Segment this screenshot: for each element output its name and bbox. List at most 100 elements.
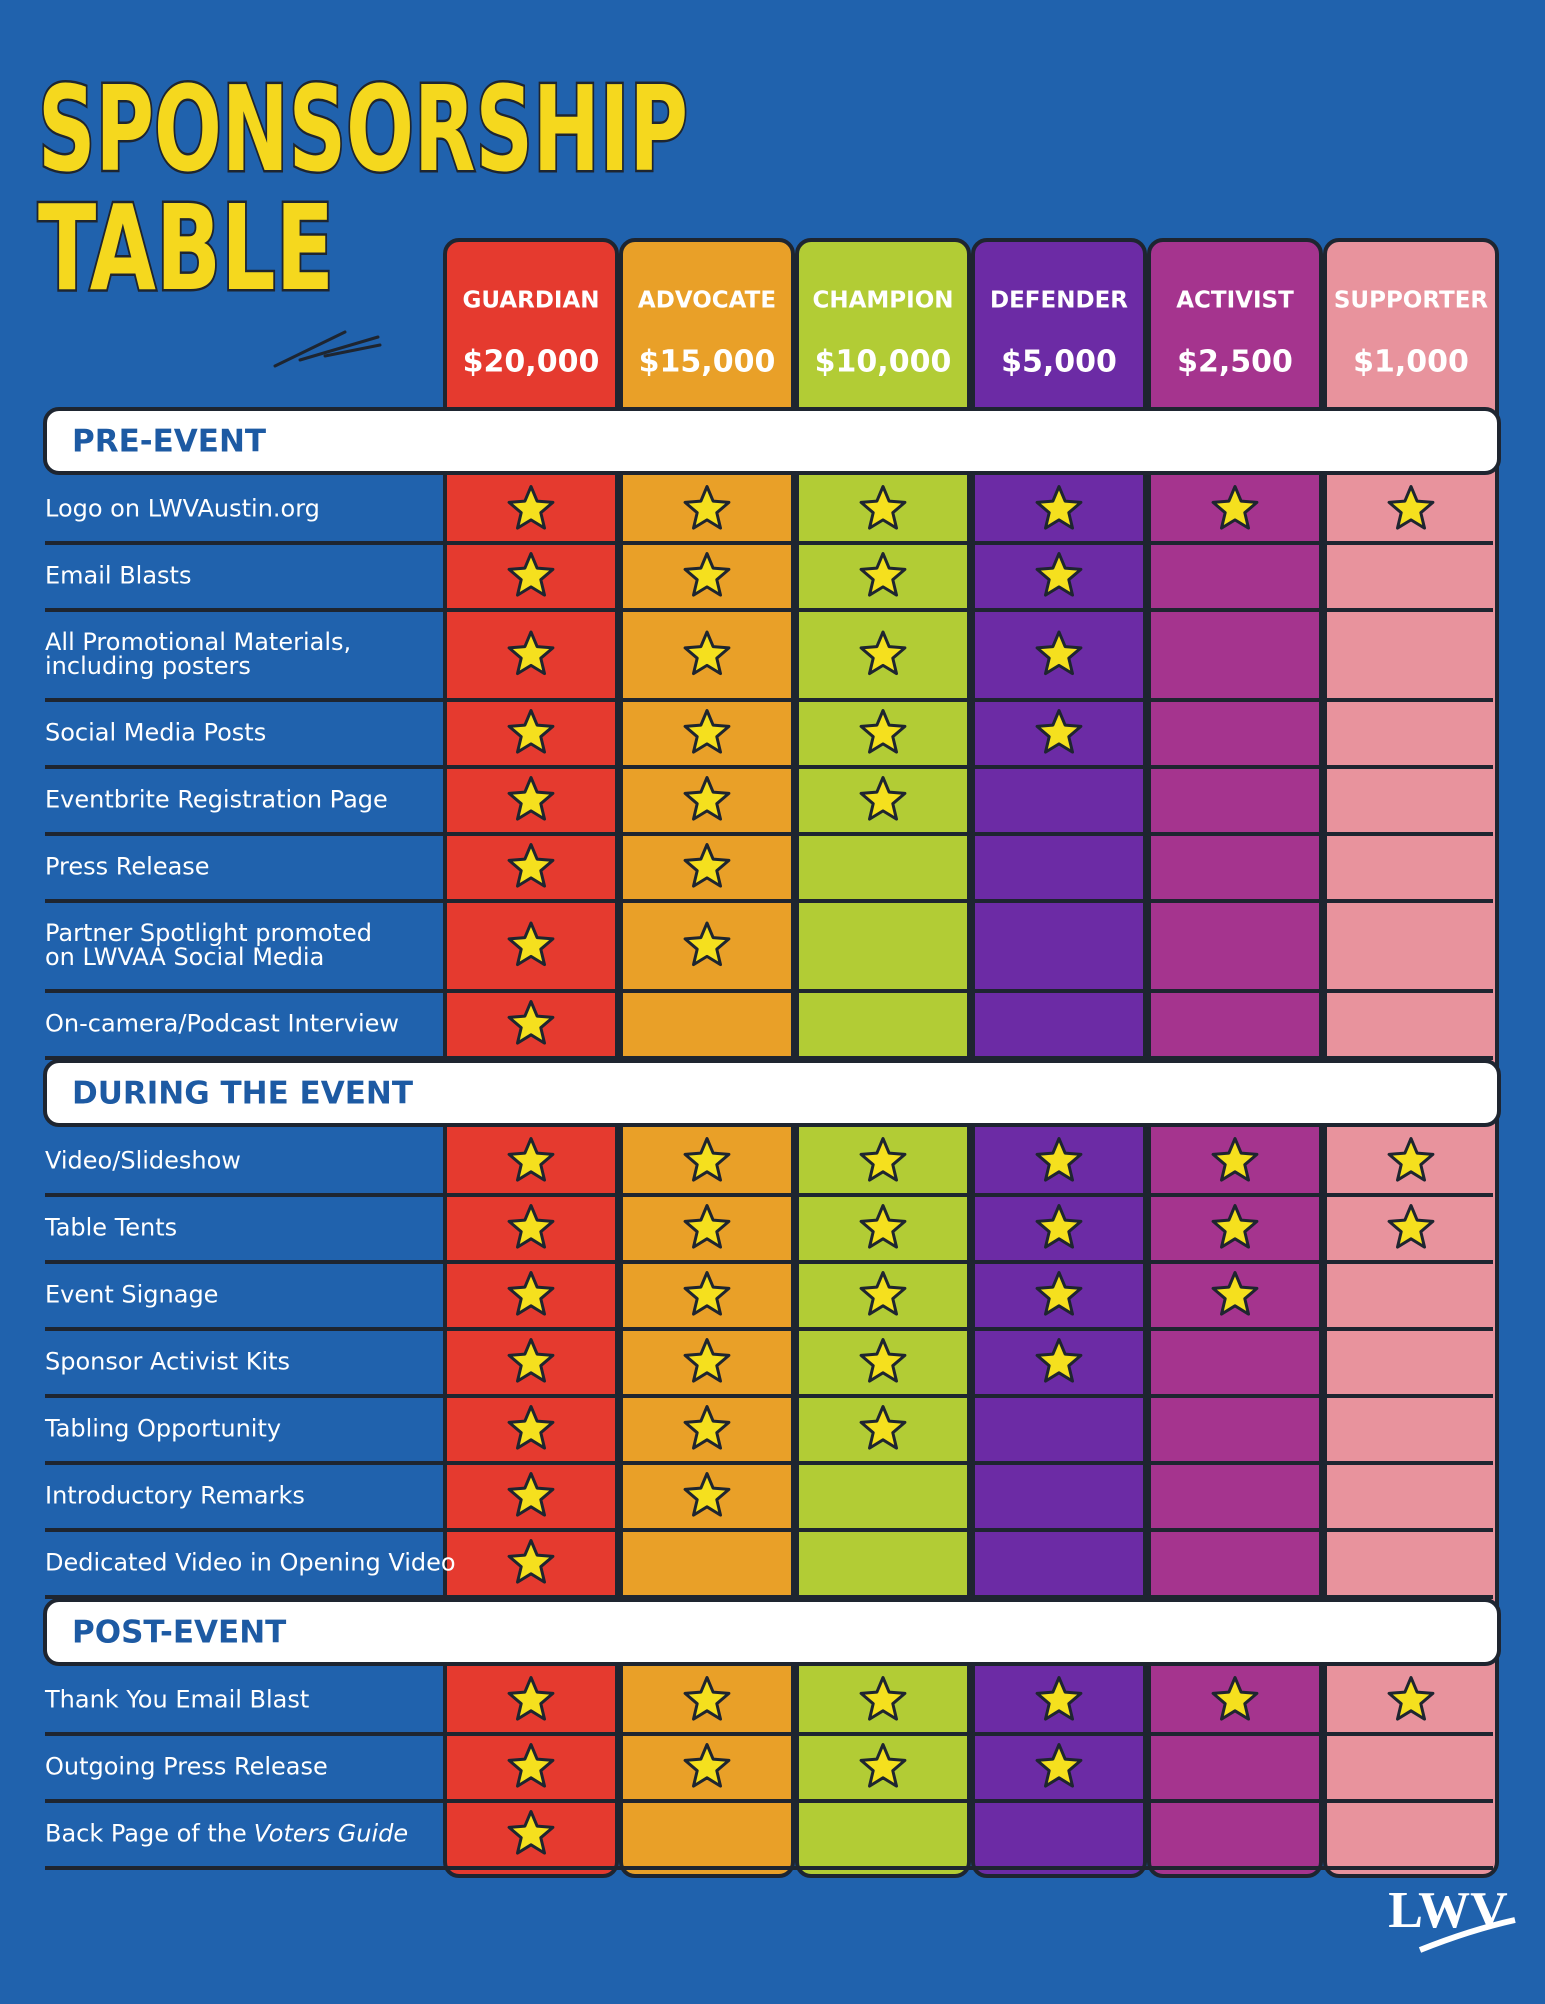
decoration xyxy=(273,330,382,368)
star xyxy=(1035,1271,1083,1316)
star xyxy=(1035,630,1083,676)
row-label: Sponsor Activist Kits xyxy=(45,1348,290,1376)
star xyxy=(683,921,731,967)
section-title: POST-EVENT xyxy=(72,1615,286,1651)
cells: Logo on LWVAustin.org Email Blasts All Pro… xyxy=(44,485,1435,1855)
star xyxy=(1035,709,1083,754)
row-label: Social Media Posts xyxy=(45,719,266,747)
star xyxy=(683,552,731,597)
star xyxy=(1211,1271,1259,1316)
row-label-line: Social Media Posts xyxy=(45,719,266,747)
row-label: Thank You Email Blast xyxy=(44,1686,309,1714)
star xyxy=(859,630,907,676)
tier-name: ACTIVIST xyxy=(1176,288,1294,314)
star xyxy=(507,552,555,597)
star xyxy=(683,1271,731,1316)
star xyxy=(859,1338,907,1383)
star xyxy=(1035,1743,1083,1788)
row-label: Outgoing Press Release xyxy=(45,1753,328,1781)
tier-name: CHAMPION xyxy=(812,288,953,314)
row-label: Tabling Opportunity xyxy=(44,1415,281,1443)
star xyxy=(859,776,907,821)
row-label-line: Back Page of the xyxy=(45,1820,247,1848)
row-label: Dedicated Video in Opening Video xyxy=(45,1549,456,1577)
tier-name: SUPPORTER xyxy=(1334,288,1489,314)
tier-price: $15,000 xyxy=(639,345,776,380)
star xyxy=(507,921,555,967)
star xyxy=(507,1000,555,1045)
row-label: Press Release xyxy=(45,853,210,881)
star xyxy=(507,485,555,530)
star xyxy=(859,1405,907,1450)
star xyxy=(507,709,555,754)
row-label: Video/Slideshow xyxy=(45,1147,241,1175)
tier-name: GUARDIAN xyxy=(462,288,599,314)
row-label-italic: Voters Guide xyxy=(254,1820,408,1848)
star xyxy=(859,1271,907,1316)
title-line: TABLE xyxy=(38,179,334,317)
star xyxy=(683,1676,731,1721)
star xyxy=(1035,1137,1083,1182)
star xyxy=(507,1810,555,1855)
star xyxy=(859,1743,907,1788)
star xyxy=(1387,1676,1435,1721)
row-label: All Promotional Materials, including post… xyxy=(45,628,351,680)
row-label-line: Eventbrite Registration Page xyxy=(45,786,388,814)
star xyxy=(683,1204,731,1249)
logo-swoosh xyxy=(1418,1917,1516,1953)
star xyxy=(1211,485,1259,530)
star xyxy=(507,1676,555,1721)
section-title: PRE-EVENT xyxy=(72,424,266,460)
row-label: Back Page of the Voters Guide xyxy=(45,1820,408,1848)
star xyxy=(859,1137,907,1182)
star xyxy=(683,776,731,821)
row-label-line: Introductory Remarks xyxy=(45,1482,305,1510)
row-label-line: Event Signage xyxy=(45,1281,218,1309)
row-label-line: Tabling Opportunity xyxy=(44,1415,281,1443)
star xyxy=(683,709,731,754)
row-label: On-camera/Podcast Interview xyxy=(45,1010,399,1038)
star xyxy=(1035,552,1083,597)
row-label-line: Dedicated Video in Opening Video xyxy=(45,1549,456,1577)
section-title: DURING THE EVENT xyxy=(72,1076,413,1112)
tier-price: $10,000 xyxy=(815,345,952,380)
star xyxy=(1211,1676,1259,1721)
star xyxy=(683,1137,731,1182)
star xyxy=(1035,485,1083,530)
star xyxy=(507,1137,555,1182)
tier-price: $2,500 xyxy=(1177,345,1293,380)
star xyxy=(507,630,555,676)
star xyxy=(859,1676,907,1721)
title-line: SPONSORSHIP xyxy=(38,60,688,198)
row-separators xyxy=(45,541,1493,1870)
star xyxy=(1387,485,1435,530)
tier-name: DEFENDER xyxy=(990,288,1128,314)
star xyxy=(683,1338,731,1383)
section-bars: PRE-EVENT DURING THE EVENT POST-EVENT xyxy=(43,407,1501,1666)
star xyxy=(507,1743,555,1788)
star xyxy=(683,1743,731,1788)
row-label: Partner Spotlight promoted on LWVAA Socia… xyxy=(45,919,372,971)
row-label-line: including posters xyxy=(45,652,251,680)
star xyxy=(507,843,555,888)
row-label: Table Tents xyxy=(44,1214,177,1242)
tier-price: $5,000 xyxy=(1001,345,1117,380)
row-label-line: Logo on LWVAustin.org xyxy=(45,495,320,523)
row-label-line: On-camera/Podcast Interview xyxy=(45,1010,399,1038)
star xyxy=(507,1405,555,1450)
tier-name: ADVOCATE xyxy=(638,288,776,314)
section-bar xyxy=(43,1059,1501,1127)
star xyxy=(683,630,731,676)
star xyxy=(859,709,907,754)
row-label: Eventbrite Registration Page xyxy=(45,786,388,814)
star xyxy=(683,1472,731,1517)
star xyxy=(507,1204,555,1249)
star xyxy=(1211,1137,1259,1182)
row-label-line: Sponsor Activist Kits xyxy=(45,1348,290,1376)
section-bar xyxy=(43,407,1501,475)
row-label-line: Press Release xyxy=(45,853,210,881)
row-label-line: Email Blasts xyxy=(45,562,191,590)
star xyxy=(1035,1204,1083,1249)
